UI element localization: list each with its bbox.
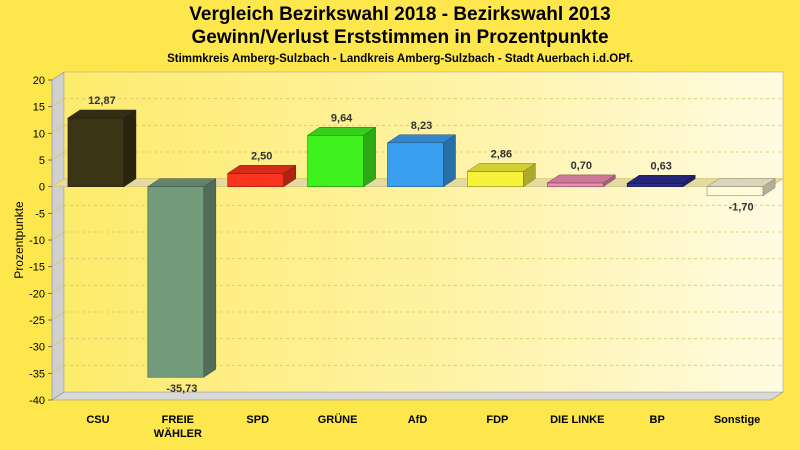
y-axis-title: Prozentpunkte	[12, 201, 26, 279]
bar-top	[546, 174, 617, 184]
data-label: 9,64	[331, 112, 353, 124]
bar-top	[386, 134, 457, 144]
bar	[706, 178, 776, 197]
bar	[147, 178, 217, 378]
bar-front	[706, 186, 764, 197]
x-tick-label-line: FREIE	[162, 414, 194, 426]
gridline-side	[51, 258, 65, 267]
gridline-side	[51, 178, 65, 187]
y-tick-label: -15	[29, 262, 45, 274]
bar	[466, 162, 537, 188]
x-tick-label-line: CSU	[86, 414, 109, 426]
bar-side	[123, 109, 137, 188]
gridline-side	[51, 338, 65, 347]
gridline-side	[51, 311, 65, 321]
bar	[386, 134, 457, 188]
bar-front	[67, 117, 125, 187]
y-tick-label: -25	[29, 315, 45, 327]
bar-top	[226, 165, 297, 174]
data-label: 0,70	[571, 160, 592, 172]
bar-side	[443, 134, 456, 188]
bar-front	[307, 134, 364, 187]
bar-top	[67, 109, 137, 119]
gridline-side	[51, 231, 65, 241]
data-label: 12,87	[88, 95, 116, 107]
plot-floor	[51, 391, 784, 401]
x-tick-label: BP	[650, 414, 665, 426]
gridline-side	[51, 151, 65, 161]
x-tick-label: CSU	[86, 414, 109, 426]
bar-front	[387, 142, 444, 187]
x-tick-label: SPD	[246, 414, 269, 426]
x-tick-label-line: Sonstige	[714, 414, 760, 426]
y-tick-label: -40	[29, 395, 45, 407]
x-tick-label: AfD	[408, 414, 428, 426]
x-tick-label: FDP	[486, 414, 508, 426]
bar-side	[203, 178, 217, 378]
x-tick-label-line: BP	[650, 414, 665, 426]
x-tick-label: GRÜNE	[318, 413, 358, 426]
data-label: 0,63	[650, 160, 671, 172]
gridline-side	[51, 125, 65, 134]
bar	[67, 109, 137, 188]
y-tick-label: 0	[39, 182, 45, 194]
y-tick-label: 15	[33, 102, 45, 114]
data-label: -35,73	[166, 383, 197, 395]
gridline-side	[51, 365, 65, 374]
y-tick-label: -35	[29, 368, 45, 380]
bar-top	[306, 127, 377, 136]
bar-front	[546, 182, 604, 187]
chart-subtitle: Gewinn/Verlust Erststimmen in Prozentpun…	[191, 27, 609, 48]
data-label: 8,23	[411, 120, 432, 132]
gridline-side	[51, 98, 65, 107]
bar-front	[467, 171, 524, 187]
bar-top	[147, 178, 217, 187]
x-tick-label: FREIE WÄHLER	[154, 414, 202, 440]
bar	[306, 126, 377, 188]
y-tick-label: -10	[29, 235, 45, 247]
bar-top	[706, 178, 776, 187]
x-tick-label: DIE LINKE	[550, 414, 604, 426]
bar-top	[466, 163, 537, 172]
x-tick-label: Sonstige	[714, 414, 760, 426]
x-tick-label-line: WÄHLER	[154, 427, 202, 440]
bar	[546, 174, 617, 188]
data-label: 2,86	[491, 148, 512, 160]
data-label: 2,50	[251, 150, 272, 162]
y-tick-label: 10	[33, 128, 45, 140]
x-tick-label-line: AfD	[408, 414, 428, 426]
bar	[626, 174, 696, 188]
x-tick-label-line: SPD	[246, 414, 269, 426]
bar-side	[363, 126, 376, 188]
gridline-side	[51, 285, 65, 294]
x-tick-label-line: DIE LINKE	[550, 414, 604, 426]
y-tick-label: 5	[39, 155, 45, 167]
chart-title: Vergleich Bezirkswahl 2018 - Bezirkswahl…	[189, 4, 611, 25]
bar-front	[227, 173, 285, 187]
bar-front	[147, 186, 205, 378]
y-tick-label: 20	[33, 75, 45, 87]
y-tick-label: -30	[29, 342, 45, 354]
y-tick-label: -5	[35, 208, 45, 220]
bar-top	[626, 175, 696, 184]
y-tick-label: -20	[29, 288, 45, 300]
bar	[226, 164, 297, 188]
x-tick-label-line: FDP	[486, 414, 508, 426]
gridline-side	[51, 205, 65, 214]
chart-caption: Stimmkreis Amberg-Sulzbach - Landkreis A…	[167, 53, 633, 65]
bar-front	[626, 183, 684, 187]
x-tick-label-line: GRÜNE	[318, 413, 358, 426]
data-label: -1,70	[729, 202, 754, 214]
